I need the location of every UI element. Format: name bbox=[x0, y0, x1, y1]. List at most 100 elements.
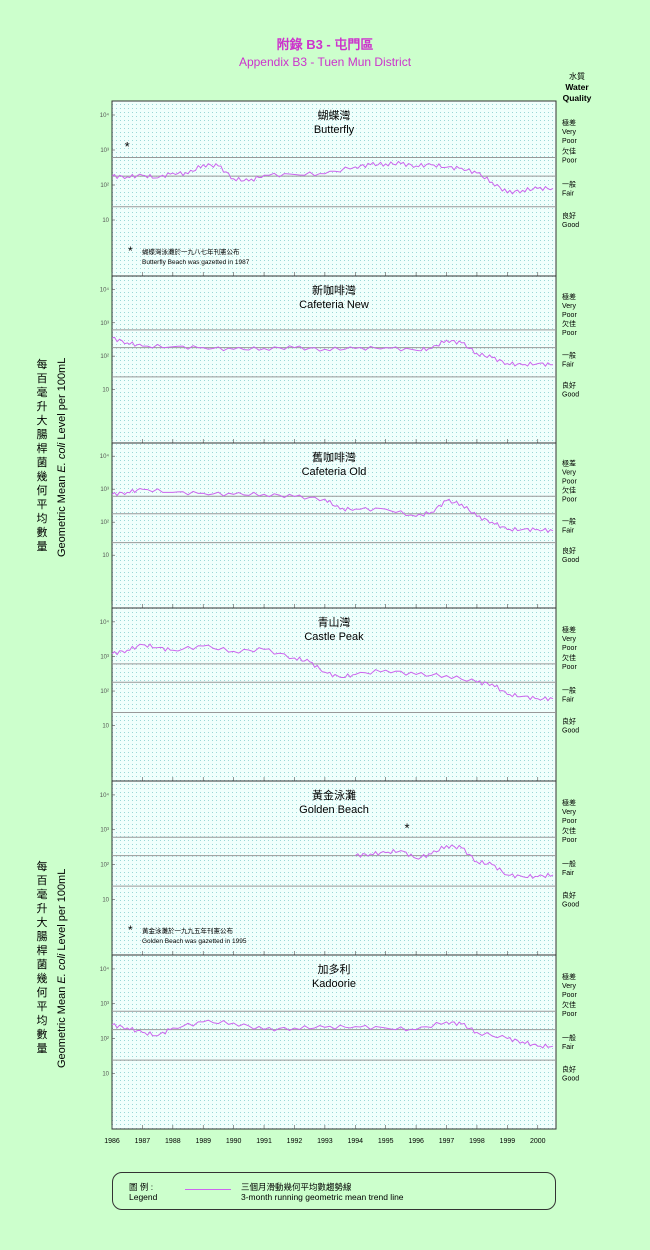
quality-label-zh: 良好 bbox=[562, 211, 576, 220]
note-star: * bbox=[128, 923, 133, 937]
station-name-zh: 加多利 bbox=[318, 962, 351, 976]
quality-label-en: Poor bbox=[562, 312, 577, 319]
quality-label-zh: 一般 bbox=[562, 859, 576, 868]
station-name-zh: 青山灣 bbox=[318, 616, 351, 629]
y-axis-label-zh-lower: 每百毫升大腸桿菌幾何平均數量 bbox=[36, 861, 48, 1055]
y-tick-label: 10⁴ bbox=[100, 966, 110, 973]
y-tick-label: 10² bbox=[100, 863, 109, 869]
quality-label-en: Poor bbox=[562, 837, 577, 844]
quality-label-zh: 良好 bbox=[562, 546, 576, 555]
quality-label-en: Poor bbox=[562, 157, 577, 164]
quality-label-zh: 欠佳 bbox=[562, 826, 576, 835]
y-tick-label: 10 bbox=[102, 553, 109, 559]
quality-label-en: Poor bbox=[562, 645, 577, 652]
gazetted-star: * bbox=[125, 139, 130, 154]
trend-line bbox=[355, 844, 554, 880]
quality-label-zh: 一般 bbox=[562, 350, 576, 359]
x-tick-label: 1988 bbox=[165, 1138, 181, 1145]
y-tick-label: 10 bbox=[102, 724, 109, 730]
station-name-zh: 新咖啡灣 bbox=[312, 283, 356, 297]
quality-label-zh: 極差 bbox=[562, 625, 576, 634]
legend-label-en: Legend bbox=[129, 1192, 158, 1202]
quality-label-en: Good bbox=[562, 901, 579, 908]
quality-label-en: Good bbox=[562, 557, 579, 564]
water-quality-header: 水質 Water Quality bbox=[555, 72, 599, 104]
y-tick-label: 10³ bbox=[100, 321, 109, 327]
quality-label-en: Good bbox=[562, 392, 579, 399]
y-tick-label: 10⁴ bbox=[100, 619, 110, 626]
quality-label-zh: 一般 bbox=[562, 1033, 576, 1042]
quality-label-zh: 良好 bbox=[562, 717, 576, 726]
quality-label-zh: 欠佳 bbox=[562, 146, 576, 155]
quality-label-en: Very bbox=[562, 809, 577, 816]
y-tick-label: 10⁴ bbox=[100, 286, 110, 293]
quality-label-en: Very bbox=[562, 470, 577, 477]
quality-label-zh: 極差 bbox=[562, 118, 576, 127]
water-quality-header-en2: Quality bbox=[562, 93, 592, 103]
x-tick-label: 1996 bbox=[408, 1138, 424, 1145]
y-tick-label: 10 bbox=[102, 1071, 109, 1077]
y-tick-label: 10³ bbox=[100, 654, 109, 660]
plot-area-3 bbox=[111, 607, 557, 782]
quality-label-zh: 良好 bbox=[562, 890, 576, 899]
quality-label-en: Poor bbox=[562, 664, 577, 671]
quality-label-zh: 欠佳 bbox=[562, 1000, 576, 1009]
quality-label-en: Very bbox=[562, 129, 577, 136]
x-tick-label: 1997 bbox=[439, 1138, 455, 1145]
quality-label-en: Poor bbox=[562, 496, 577, 503]
x-tick-label: 1986 bbox=[104, 1138, 120, 1145]
y-tick-label: 10³ bbox=[100, 148, 109, 154]
quality-label-zh: 一般 bbox=[562, 685, 576, 694]
quality-label-zh: 一般 bbox=[562, 179, 576, 188]
quality-label-en: Fair bbox=[562, 361, 575, 368]
x-tick-label: 1989 bbox=[195, 1138, 211, 1145]
x-tick-label: 1991 bbox=[256, 1138, 272, 1145]
water-quality-header-en1: Water bbox=[565, 82, 589, 92]
note-zh: 黃金泳灘於一九九五年刊憲公布 bbox=[142, 926, 234, 935]
x-tick-label: 1987 bbox=[135, 1138, 151, 1145]
quality-label-zh: 極差 bbox=[562, 972, 576, 981]
station-name-zh: 蝴蝶灣 bbox=[318, 108, 351, 122]
x-tick-label: 1995 bbox=[378, 1138, 394, 1145]
legend: 圖 例 : Legend 三個月滑動幾何平均數趨勢線 3-month runni… bbox=[112, 1172, 556, 1210]
quality-label-en: Very bbox=[562, 303, 577, 310]
quality-label-en: Good bbox=[562, 1075, 579, 1082]
quality-label-zh: 欠佳 bbox=[562, 485, 576, 494]
station-name-en: Golden Beach bbox=[299, 804, 369, 816]
quality-label-en: Fair bbox=[562, 696, 575, 703]
quality-label-en: Fair bbox=[562, 870, 575, 877]
trend-line bbox=[111, 336, 553, 368]
quality-label-en: Poor bbox=[562, 818, 577, 825]
x-tick-label: 1994 bbox=[347, 1138, 363, 1145]
quality-label-en: Good bbox=[562, 222, 579, 229]
quality-label-zh: 欠佳 bbox=[562, 319, 576, 328]
water-quality-header-zh: 水質 bbox=[569, 72, 585, 81]
y-tick-label: 10² bbox=[100, 183, 109, 189]
quality-label-en: Poor bbox=[562, 330, 577, 337]
legend-desc-zh: 三個月滑動幾何平均數趨勢線 bbox=[241, 1182, 352, 1192]
note-en: Golden Beach was gazetted in 1995 bbox=[142, 938, 247, 945]
y-tick-label: 10³ bbox=[100, 1002, 109, 1008]
legend-label-zh: 圖 例 : bbox=[129, 1182, 154, 1192]
legend-desc-en: 3-month running geometric mean trend lin… bbox=[241, 1192, 404, 1202]
trend-line bbox=[111, 160, 554, 195]
quality-label-en: Very bbox=[562, 983, 577, 990]
y-tick-label: 10⁴ bbox=[100, 112, 110, 119]
quality-label-en: Fair bbox=[562, 1044, 575, 1051]
y-tick-label: 10² bbox=[100, 354, 109, 360]
plot-area-1 bbox=[111, 275, 557, 444]
legend-trend-line-swatch bbox=[185, 1189, 231, 1190]
station-name-en: Castle Peak bbox=[304, 631, 364, 643]
y-tick-label: 10² bbox=[100, 1037, 109, 1043]
x-tick-label: 1993 bbox=[317, 1138, 333, 1145]
station-name-en: Cafeteria Old bbox=[302, 466, 367, 478]
y-axis-label-zh-upper: 每百毫升大腸桿菌幾何平均數量 bbox=[36, 359, 48, 553]
quality-label-en: Poor bbox=[562, 1011, 577, 1018]
note-zh: 蝴蝶灣泳灘於一九八七年刊憲公布 bbox=[142, 247, 240, 256]
quality-label-zh: 良好 bbox=[562, 1064, 576, 1073]
station-name-en: Cafeteria New bbox=[299, 299, 369, 311]
y-tick-label: 10³ bbox=[100, 828, 109, 834]
plot-area-4 bbox=[111, 780, 557, 956]
trend-line bbox=[111, 1019, 554, 1049]
